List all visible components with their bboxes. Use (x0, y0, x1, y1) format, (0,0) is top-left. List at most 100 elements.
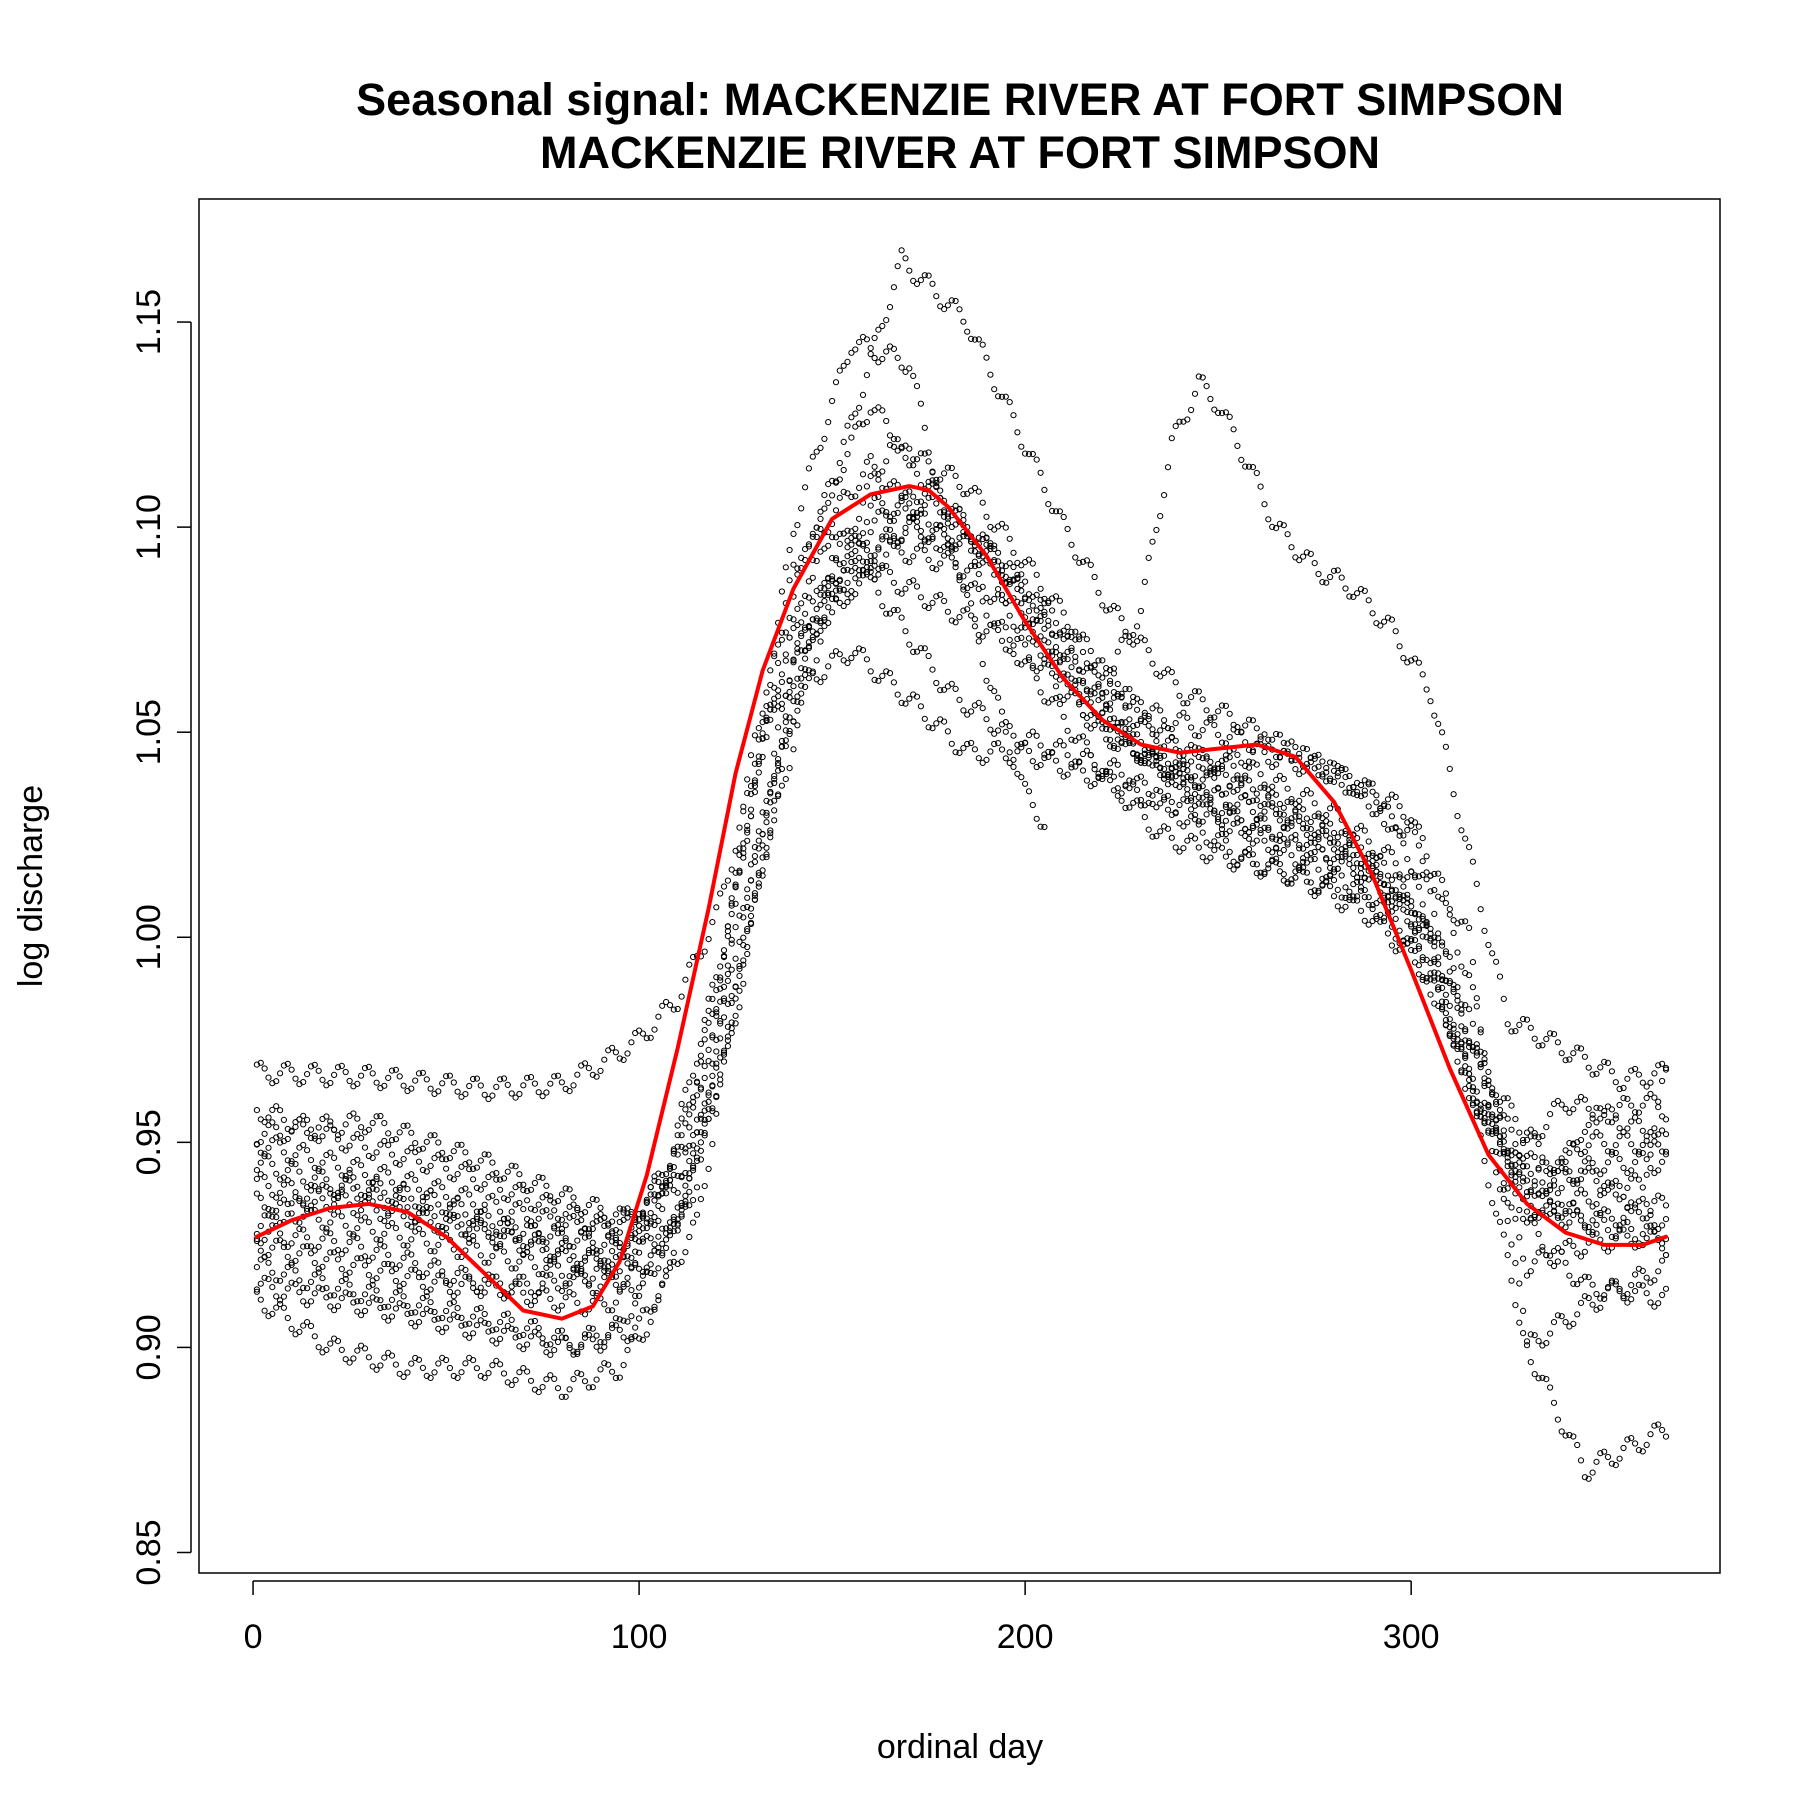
observation-point (1500, 1148, 1507, 1156)
observation-point (952, 472, 959, 479)
observation-point (948, 740, 955, 747)
observation-point (527, 1318, 535, 1325)
observation-point (385, 1074, 392, 1082)
observation-point (1191, 835, 1199, 842)
observation-point (1512, 1028, 1519, 1035)
observation-point (991, 526, 998, 533)
observation-point (1126, 633, 1133, 640)
observation-point (1466, 1038, 1473, 1045)
observation-point (929, 564, 936, 572)
observation-point (1041, 625, 1048, 632)
observation-point (1311, 892, 1318, 900)
observation-point (470, 1357, 477, 1364)
observation-point (373, 1079, 380, 1086)
observation-point (1296, 557, 1303, 564)
observation-point (921, 715, 928, 722)
observation-point (1493, 1092, 1500, 1099)
observation-point (477, 1219, 484, 1227)
observation-point (1145, 790, 1152, 798)
observation-point (331, 1154, 338, 1162)
observation-point (365, 1126, 372, 1133)
observation-point (771, 653, 778, 660)
observation-point (871, 517, 878, 524)
observation-point (1427, 888, 1434, 895)
observation-point (686, 1175, 693, 1182)
observation-point (1230, 805, 1237, 812)
observation-point (1292, 766, 1299, 773)
observation-point (1180, 845, 1187, 852)
observation-point (1589, 1229, 1596, 1236)
observation-point (473, 1365, 480, 1372)
observation-point (1330, 829, 1338, 837)
observation-point (767, 788, 774, 796)
observation-point (1477, 1064, 1484, 1071)
observation-point (288, 1127, 295, 1134)
observation-point (1006, 749, 1013, 756)
observation-point (886, 537, 894, 544)
observation-point (277, 1107, 284, 1114)
observation-point (1597, 1295, 1604, 1302)
observation-point (346, 1142, 353, 1149)
observation-point (1550, 1166, 1558, 1173)
observation-point (1245, 846, 1253, 853)
observation-point (709, 981, 716, 988)
observation-point (292, 1152, 299, 1159)
observation-point (1265, 824, 1272, 831)
observation-point (998, 708, 1006, 715)
observation-point (991, 545, 998, 553)
chart-title-line-2: MACKENZIE RIVER AT FORT SIMPSON (540, 127, 1380, 178)
observation-point (1381, 618, 1388, 625)
observation-point (1245, 835, 1253, 842)
observation-point (701, 1100, 708, 1107)
observation-point (624, 1050, 631, 1057)
observation-point (1408, 909, 1415, 916)
observation-point (593, 1376, 600, 1383)
observation-point (381, 1354, 388, 1361)
observation-point (1161, 717, 1168, 724)
observation-point (304, 1319, 311, 1326)
observation-point (512, 1326, 519, 1333)
observation-point (1072, 758, 1079, 765)
observation-point (844, 527, 851, 534)
observation-point (1427, 937, 1434, 944)
observation-point (1458, 1023, 1465, 1030)
observation-point (971, 558, 979, 565)
observation-point (1153, 786, 1160, 794)
observation-point (1601, 1190, 1608, 1197)
observation-point (1632, 1148, 1639, 1155)
observation-point (663, 1230, 670, 1237)
observation-point (470, 1233, 477, 1240)
observation-point (1207, 714, 1214, 721)
observation-point (1581, 1248, 1589, 1255)
observation-point (1099, 775, 1106, 783)
observation-point (1357, 586, 1365, 593)
observation-point (408, 1171, 415, 1178)
observation-point (952, 542, 959, 549)
observation-point (1435, 870, 1442, 877)
observation-point (724, 1033, 732, 1040)
observation-point (1566, 1272, 1573, 1279)
observation-point (1083, 747, 1091, 754)
observation-point (755, 880, 762, 887)
observation-point (1550, 1031, 1558, 1038)
observation-point (1249, 748, 1257, 756)
observation-point (385, 1197, 392, 1204)
observation-point (1624, 1219, 1631, 1226)
observation-point (771, 776, 778, 783)
observation-point (1018, 774, 1025, 781)
observation-point (361, 1291, 369, 1298)
observation-point (280, 1149, 287, 1156)
observation-point (713, 1060, 720, 1067)
observation-point (408, 1195, 415, 1202)
observation-point (1361, 791, 1368, 798)
observation-point (1601, 1216, 1608, 1224)
observation-point (1188, 406, 1195, 414)
observation-point (759, 719, 766, 726)
observation-point (886, 526, 894, 533)
observation-point (917, 277, 925, 284)
observation-point (1022, 740, 1029, 747)
observation-point (1462, 1002, 1469, 1009)
observation-point (1369, 862, 1376, 870)
observation-point (296, 1168, 303, 1175)
observation-point (319, 1224, 326, 1231)
